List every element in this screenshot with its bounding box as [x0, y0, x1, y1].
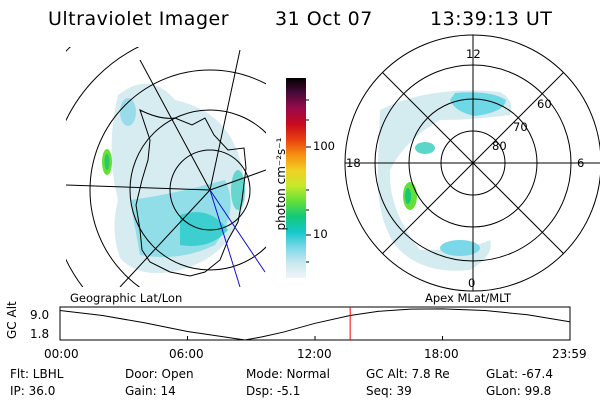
status-mode: Mode: Normal	[246, 367, 330, 381]
alt-xtick-1200: 12:00	[297, 347, 332, 361]
alt-xtick-1800: 18:00	[424, 347, 459, 361]
status-glon: GLon: 99.8	[486, 384, 552, 398]
status-glat: GLat: -67.4	[486, 367, 553, 381]
status-dsp: Dsp: -5.1	[246, 384, 301, 398]
colorbar-tick-100: 100	[313, 139, 335, 153]
status-filter: Flt: LBHL	[10, 367, 64, 381]
altitude-series-line	[59, 308, 570, 341]
alt-xtick-0600: 06:00	[169, 347, 204, 361]
status-gc-alt: GC Alt: 7.8 Re	[366, 367, 450, 381]
status-seq: Seq: 39	[366, 384, 412, 398]
mlt-6-label: 6	[577, 156, 585, 170]
colorbar-tick-10: 10	[313, 227, 328, 241]
mlt-0-label: 0	[468, 276, 476, 290]
alt-ytick-high: 9.0	[30, 308, 50, 322]
status-ip: IP: 36.0	[10, 384, 56, 398]
alt-ytick-low: 1.8	[30, 327, 50, 341]
geographic-image	[66, 47, 266, 287]
status-door: Door: Open	[125, 367, 194, 381]
status-gain: Gain: 14	[125, 384, 176, 398]
mlt-12-label: 12	[466, 47, 481, 61]
mlat-60-label: 60	[537, 97, 552, 111]
mlat-80-label: 80	[492, 139, 507, 153]
instrument-title: Ultraviolet Imager	[48, 8, 230, 30]
mlt-image	[377, 90, 512, 271]
colorbar	[286, 78, 306, 278]
time-label: 13:39:13 UT	[430, 8, 553, 30]
mlt-18-label: 18	[346, 156, 361, 170]
left-panel-caption: Geographic Lat/Lon	[70, 291, 183, 305]
altitude-axis-label: GC Alt	[5, 301, 19, 339]
right-panel-caption: Apex MLat/MLT	[425, 291, 512, 305]
alt-xtick-2359: 23:59	[552, 347, 587, 361]
alt-xtick-0000: 00:00	[44, 347, 79, 361]
mlat-70-label: 70	[513, 120, 528, 134]
date-label: 31 Oct 07	[275, 8, 373, 30]
